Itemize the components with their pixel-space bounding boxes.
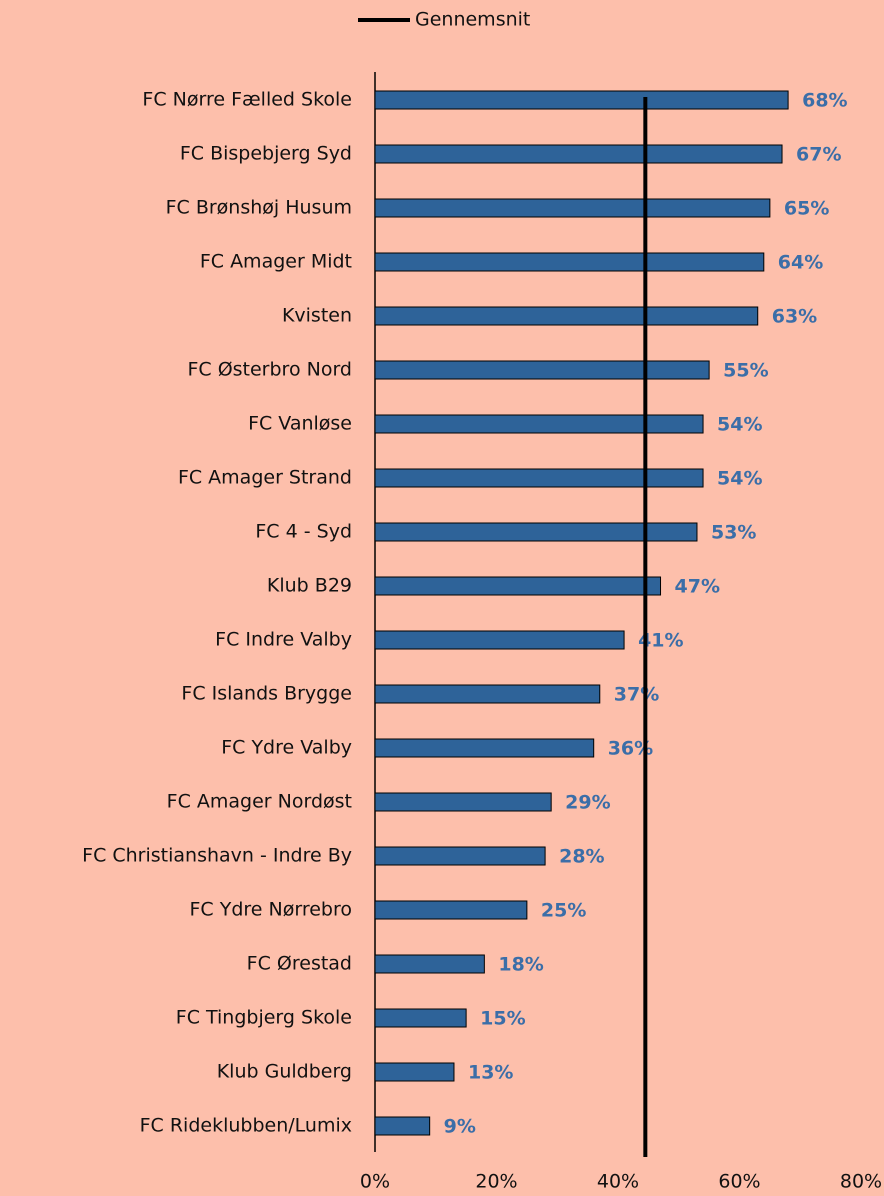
category-label: FC Islands Brygge (181, 683, 352, 705)
category-label: FC Nørre Fælled Skole (142, 89, 352, 111)
category-label: FC Ydre Nørrebro (189, 899, 352, 921)
value-label: 29% (565, 792, 610, 814)
value-label: 55% (723, 360, 768, 382)
category-label: FC 4 - Syd (255, 521, 352, 543)
bar (374, 900, 528, 920)
x-tick-label: 20% (475, 1171, 517, 1193)
category-label: FC Vanløse (248, 413, 352, 435)
bar (374, 414, 704, 434)
value-label: 41% (638, 630, 683, 652)
bar (374, 792, 552, 812)
value-label: 67% (796, 144, 841, 166)
bar (374, 198, 771, 218)
bar (374, 252, 765, 272)
category-label: FC Ydre Valby (221, 737, 352, 759)
bar (374, 90, 789, 110)
bar (374, 360, 710, 380)
x-tick-label: 80% (840, 1171, 882, 1193)
legend-label: Gennemsnit (415, 9, 530, 31)
bar (374, 1116, 431, 1136)
value-label: 37% (614, 684, 659, 706)
category-label: FC Rideklubben/Lumix (140, 1115, 352, 1137)
value-label: 28% (559, 846, 604, 868)
category-label: FC Amager Midt (200, 251, 352, 273)
bar (374, 468, 704, 488)
value-label: 68% (802, 90, 847, 112)
category-label: FC Amager Strand (178, 467, 352, 489)
bar (374, 684, 601, 704)
value-label: 9% (444, 1116, 476, 1138)
bar (374, 738, 595, 758)
category-label: FC Indre Valby (215, 629, 352, 651)
category-label: FC Amager Nordøst (167, 791, 352, 813)
value-label: 64% (778, 252, 823, 274)
bar (374, 522, 698, 542)
value-label: 36% (608, 738, 653, 760)
bar (374, 954, 485, 974)
x-tick-label: 60% (718, 1171, 760, 1193)
bar (374, 1062, 455, 1082)
category-label: FC Tingbjerg Skole (176, 1007, 352, 1029)
value-label: 18% (498, 954, 543, 976)
bar (374, 306, 759, 326)
value-label: 53% (711, 522, 756, 544)
bar (374, 1008, 467, 1028)
category-label: FC Brønshøj Husum (166, 197, 352, 219)
value-label: 15% (480, 1008, 525, 1030)
value-label: 65% (784, 198, 829, 220)
x-tick-label: 40% (597, 1171, 639, 1193)
bar (374, 144, 783, 164)
category-label: FC Østerbro Nord (187, 359, 352, 381)
category-label: Klub Guldberg (217, 1061, 352, 1083)
value-label: 13% (468, 1062, 513, 1084)
category-label: FC Ørestad (247, 953, 352, 975)
bar (374, 846, 546, 866)
value-label: 47% (675, 576, 720, 598)
value-label: 54% (717, 414, 762, 436)
category-label: Klub B29 (267, 575, 352, 597)
category-label: Kvisten (282, 305, 352, 327)
bar (374, 630, 625, 650)
x-tick-label: 0% (360, 1171, 390, 1193)
value-label: 63% (772, 306, 817, 328)
value-label: 25% (541, 900, 586, 922)
value-label: 54% (717, 468, 762, 490)
category-label: FC Bispebjerg Syd (180, 143, 352, 165)
category-label: FC Christianshavn - Indre By (82, 845, 352, 867)
bar (374, 576, 662, 596)
